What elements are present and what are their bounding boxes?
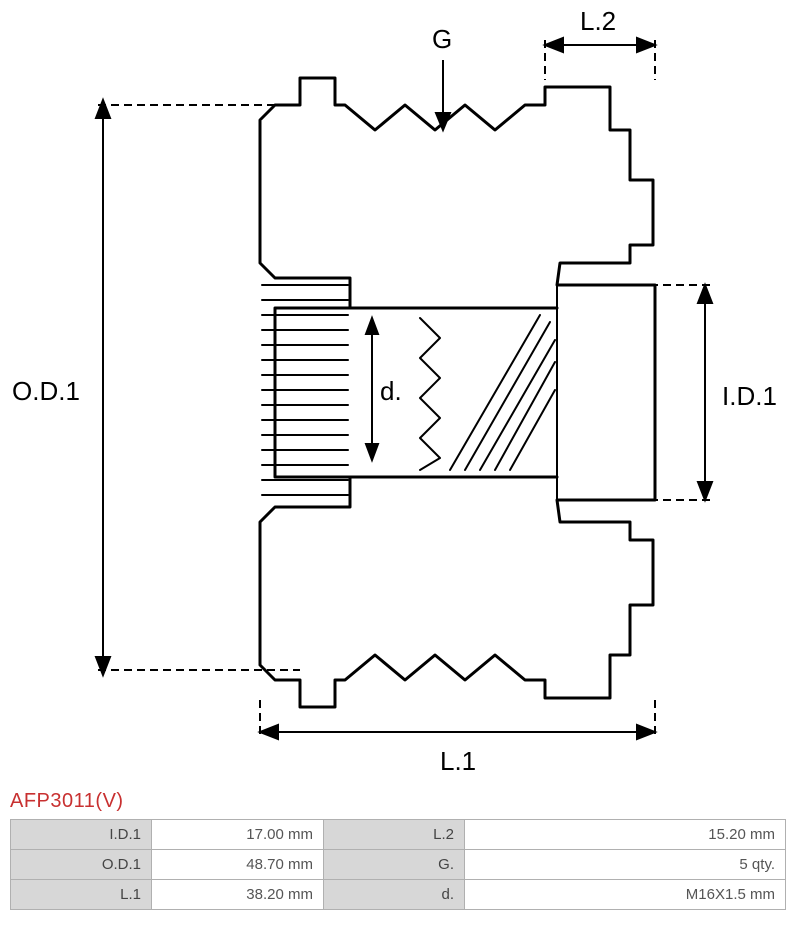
technical-diagram: O.D.1 I.D.1 L.1 L.2 G d. [0,0,796,790]
product-title: AFP3011(V) [0,790,796,819]
label-od1: O.D.1 [12,376,80,406]
table-row: L.1 38.20 mm d. M16X1.5 mm [11,880,786,910]
label-id1: I.D.1 [722,381,777,411]
spec-value: 17.00 mm [152,820,324,850]
spec-key: G. [324,850,465,880]
label-g: G [432,24,452,54]
label-d: d. [380,376,402,406]
spec-key: O.D.1 [11,850,152,880]
spec-key: L.1 [11,880,152,910]
table-row: I.D.1 17.00 mm L.2 15.20 mm [11,820,786,850]
label-l2: L.2 [580,6,616,36]
label-l1: L.1 [440,746,476,776]
table-row: O.D.1 48.70 mm G. 5 qty. [11,850,786,880]
spec-value: M16X1.5 mm [465,880,786,910]
spec-key: L.2 [324,820,465,850]
spec-value: 38.20 mm [152,880,324,910]
spec-key: I.D.1 [11,820,152,850]
spec-value: 15.20 mm [465,820,786,850]
spec-key: d. [324,880,465,910]
specifications-table: I.D.1 17.00 mm L.2 15.20 mm O.D.1 48.70 … [10,819,786,910]
spec-value: 48.70 mm [152,850,324,880]
spec-value: 5 qty. [465,850,786,880]
